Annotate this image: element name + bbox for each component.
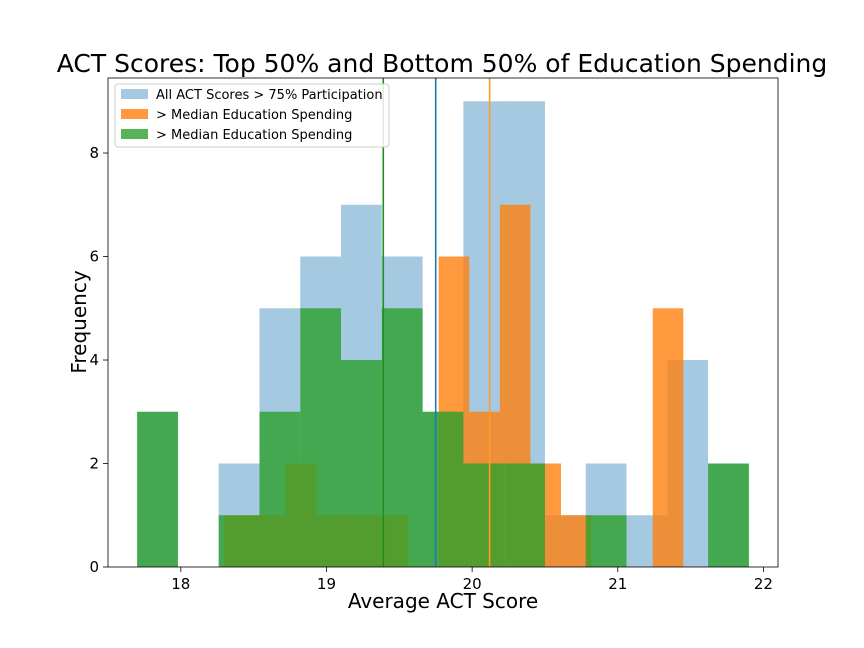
histogram-bar	[422, 411, 464, 567]
legend-swatch-1	[121, 109, 148, 119]
x-tick-label: 18	[171, 575, 190, 593]
y-tick-label: 0	[89, 558, 99, 576]
x-tick-label: 21	[608, 575, 627, 593]
y-tick-label: 8	[89, 144, 99, 162]
legend-box	[114, 83, 390, 148]
y-tick-label: 6	[89, 248, 99, 266]
histogram-bar	[504, 463, 545, 567]
x-axis: 18 19 20 21 22	[171, 567, 773, 593]
x-tick-label: 19	[317, 575, 336, 593]
histogram-bar	[218, 515, 260, 567]
x-tick-label: 22	[754, 575, 773, 593]
x-axis-title: Average ACT Score	[348, 589, 538, 613]
histogram-bar	[341, 360, 382, 567]
histogram-bars	[137, 101, 749, 568]
histogram-bar	[381, 308, 423, 567]
y-axis: 0 2 4 6 8	[89, 144, 108, 576]
y-axis-title: Frequency	[67, 270, 91, 373]
histogram-bar	[259, 411, 301, 567]
plot-frame	[107, 77, 779, 568]
legend-swatch-2	[121, 129, 148, 139]
histogram-bar	[300, 308, 342, 567]
legend-label-1: > Median Education Spending	[156, 108, 352, 123]
x-tick-label: 20	[463, 575, 482, 593]
histogram-bar	[585, 515, 627, 567]
series-2-bars	[137, 308, 749, 567]
histogram-bar	[652, 308, 684, 567]
legend-label-2: > Median Education Spending	[156, 128, 352, 143]
legend-label-0: All ACT Scores > 75% Participation	[156, 88, 383, 103]
legend-swatch-0	[121, 89, 148, 99]
mean-lines	[382, 78, 491, 567]
legend: All ACT Scores > 75% Participation > Medi…	[114, 83, 390, 148]
histogram-bar	[463, 463, 505, 567]
chart-title: ACT Scores: Top 50% and Bottom 50% of Ed…	[57, 49, 827, 78]
histogram-bar	[137, 411, 178, 567]
histogram-bar	[708, 463, 749, 567]
y-tick-label: 4	[89, 351, 99, 369]
y-tick-label: 2	[89, 455, 99, 473]
